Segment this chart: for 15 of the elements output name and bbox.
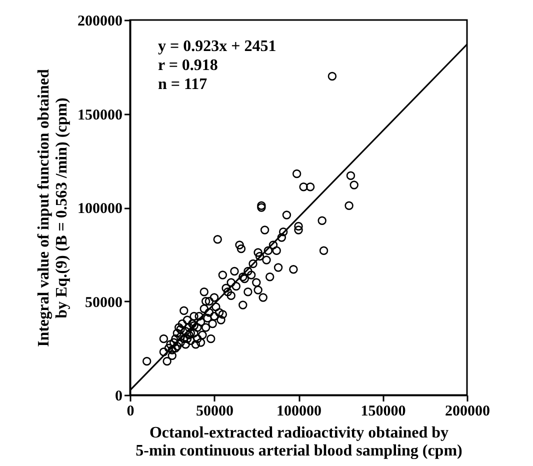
annotation: r = 0.918	[158, 57, 218, 74]
y-tick-label: 200000	[78, 14, 122, 30]
x-tick-label: 0	[126, 404, 134, 420]
annotation: y = 0.923x + 2451	[158, 38, 276, 55]
y-tick-label: 50000	[85, 294, 122, 311]
x-tick-label: 150000	[360, 404, 406, 420]
x-axis-title: Octanol-extracted radioactivity obtained by 5-min continuous arterial blood sampling (cpm)	[136, 424, 462, 460]
x-tick-label: 200000	[445, 404, 490, 420]
x-tick-label: 100000	[276, 404, 322, 420]
y-tick-label: 0	[115, 388, 122, 404]
y-axis-title: Integral value of input function obtained by Eq.(9) (B = 0.563 /min) (cpm)	[36, 68, 70, 347]
annotation: n = 117	[158, 76, 208, 93]
x-tick-label: 50000	[196, 404, 234, 420]
y-tick-label: 100000	[78, 201, 122, 217]
y-tick-label: 150000	[78, 107, 122, 124]
